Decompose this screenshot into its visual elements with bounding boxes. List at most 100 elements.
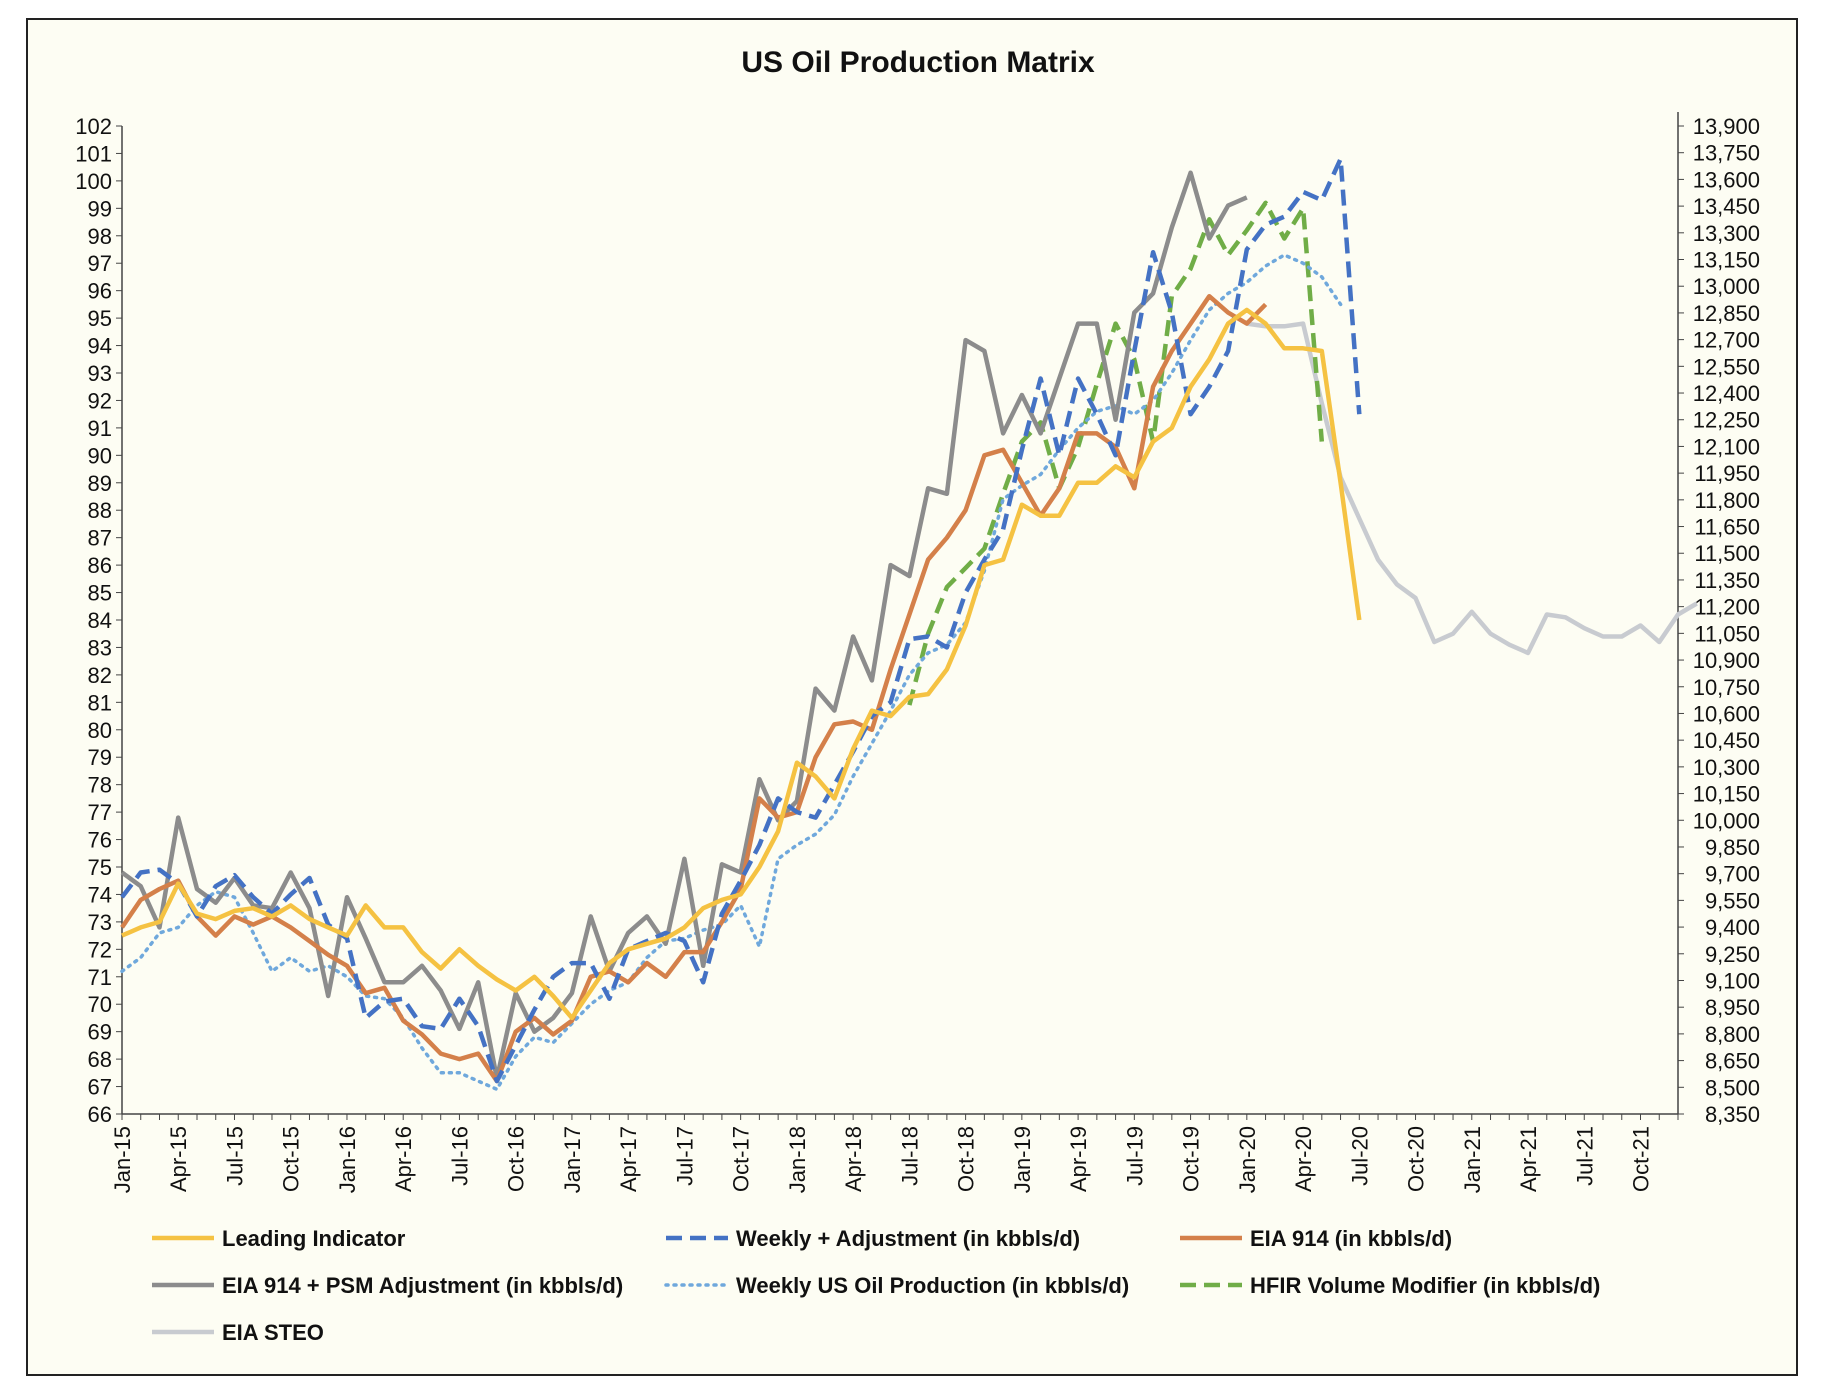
left-tick-label: 73 [88, 910, 112, 935]
x-tick-label: Oct-21 [1629, 1126, 1654, 1192]
right-tick-label: 9,400 [1705, 915, 1760, 940]
series-line-0 [121, 307, 1362, 1021]
right-tick-label: 11,500 [1694, 541, 1760, 566]
right-tick-label: 9,550 [1705, 888, 1760, 913]
left-tick-label: 72 [88, 937, 112, 962]
right-tick-label: 11,350 [1694, 568, 1760, 593]
x-tick-label: Jul-17 [672, 1126, 697, 1186]
right-tick-label: 8,800 [1705, 1022, 1760, 1047]
x-tick-label: Jul-18 [897, 1126, 922, 1186]
right-tick-label: 10,750 [1693, 675, 1760, 700]
left-tick-label: 68 [88, 1047, 112, 1072]
x-tick-label: Oct-15 [279, 1126, 304, 1192]
x-tick-label: Oct-20 [1404, 1126, 1429, 1192]
series-line-2 [120, 293, 1268, 1084]
x-tick-label: Jul-19 [1122, 1126, 1147, 1186]
left-tick-label: 89 [88, 471, 112, 496]
left-tick-label: 85 [88, 581, 112, 606]
left-tick-label: 78 [88, 773, 112, 798]
x-tick-label: Apr-21 [1516, 1126, 1541, 1192]
right-tick-label: 13,150 [1693, 248, 1760, 273]
x-tick-label: Jul-20 [1347, 1126, 1372, 1186]
right-tick-label: 13,000 [1693, 274, 1760, 299]
left-tick-label: 99 [88, 196, 112, 221]
legend-label: EIA 914 (in kbbls/d) [1250, 1226, 1452, 1251]
left-tick-label: 76 [88, 828, 112, 853]
legend: Leading Indicator Weekly + Adjustment (in… [152, 1226, 1600, 1345]
right-tick-label: 13,300 [1693, 221, 1760, 246]
right-tick-label: 10,450 [1693, 728, 1760, 753]
left-tick-label: 100 [75, 169, 112, 194]
right-tick-label: 9,100 [1705, 968, 1760, 993]
x-axis: Jan-15 Apr-15 Jul-15 Oct-15 Jan-16 Apr-16 Jul-… [110, 1113, 1679, 1193]
right-tick-label: 10,300 [1693, 755, 1760, 780]
right-tick-label: 12,100 [1693, 434, 1760, 459]
legend-label: Weekly + Adjustment (in kbbls/d) [736, 1226, 1080, 1251]
x-tick-label: Jul-21 [1572, 1126, 1597, 1186]
left-tick-label: 90 [88, 443, 112, 468]
left-tick-label: 91 [88, 416, 112, 441]
right-tick-label: 12,400 [1693, 381, 1760, 406]
series-line-5 [907, 200, 1325, 706]
x-tick-label: Jan-21 [1460, 1126, 1485, 1193]
right-tick-label: 8,950 [1705, 995, 1760, 1020]
right-tick-label: 10,600 [1693, 701, 1760, 726]
x-tick-label: Apr-17 [616, 1126, 641, 1192]
left-tick-label: 84 [88, 608, 112, 633]
x-tick-label: Jan-18 [785, 1126, 810, 1193]
right-tick-label: 9,850 [1705, 835, 1760, 860]
left-tick-label: 96 [88, 279, 112, 304]
left-tick-label: 88 [88, 498, 112, 523]
left-tick-label: 66 [88, 1102, 112, 1127]
left-tick-label: 79 [88, 745, 112, 770]
left-tick-label: 102 [75, 114, 112, 139]
left-tick-label: 101 [75, 141, 112, 166]
right-tick-label: 11,950 [1694, 461, 1760, 486]
left-tick-label: 83 [88, 635, 112, 660]
right-tick-label: 9,250 [1705, 942, 1760, 967]
right-tick-label: 13,750 [1693, 141, 1760, 166]
left-tick-label: 69 [88, 1020, 112, 1045]
left-tick-label: 75 [88, 855, 112, 880]
right-tick-label: 9,700 [1705, 862, 1760, 887]
x-tick-label: Jan-15 [110, 1126, 135, 1193]
x-tick-label: Jan-17 [560, 1126, 585, 1193]
left-tick-label: 77 [88, 800, 112, 825]
x-tick-label: Jan-19 [1010, 1126, 1035, 1193]
right-tick-label: 11,650 [1694, 515, 1760, 540]
x-tick-label: Jan-16 [335, 1126, 360, 1193]
right-tick-label: 13,600 [1693, 167, 1760, 192]
left-tick-label: 87 [88, 526, 112, 551]
right-tick-label: 12,850 [1693, 301, 1760, 326]
right-y-axis: 8,3508,5008,6508,8008,9509,1009,2509,400… [1677, 112, 1760, 1127]
x-tick-label: Oct-18 [954, 1126, 979, 1192]
x-tick-label: Apr-20 [1291, 1126, 1316, 1192]
x-tick-label: Oct-17 [729, 1126, 754, 1192]
x-tick-label: Oct-16 [504, 1126, 529, 1192]
left-tick-label: 71 [88, 965, 112, 990]
x-tick-label: Oct-19 [1179, 1126, 1204, 1192]
left-tick-label: 98 [88, 224, 112, 249]
x-tick-label: Jul-16 [447, 1126, 472, 1186]
x-tick-label: Apr-18 [841, 1126, 866, 1192]
right-tick-label: 10,900 [1693, 648, 1760, 673]
x-tick-label: Apr-19 [1066, 1126, 1091, 1192]
x-tick-label: Jul-15 [222, 1126, 247, 1186]
right-tick-label: 13,450 [1693, 194, 1760, 219]
left-tick-label: 94 [88, 334, 112, 359]
left-tick-label: 81 [88, 690, 112, 715]
series-line-3 [120, 170, 1248, 1081]
right-tick-label: 10,000 [1693, 808, 1760, 833]
right-tick-label: 13,900 [1693, 114, 1760, 139]
right-tick-label: 10,150 [1693, 782, 1760, 807]
x-tick-label: Apr-16 [391, 1126, 416, 1192]
left-tick-label: 97 [88, 251, 112, 276]
left-tick-label: 86 [88, 553, 112, 578]
legend-label: HFIR Volume Modifier (in kbbls/d) [1250, 1273, 1600, 1298]
right-tick-label: 11,200 [1694, 595, 1760, 620]
series-line-4 [120, 253, 1343, 1092]
right-tick-label: 8,650 [1705, 1049, 1760, 1074]
legend-label: EIA STEO [222, 1320, 324, 1345]
